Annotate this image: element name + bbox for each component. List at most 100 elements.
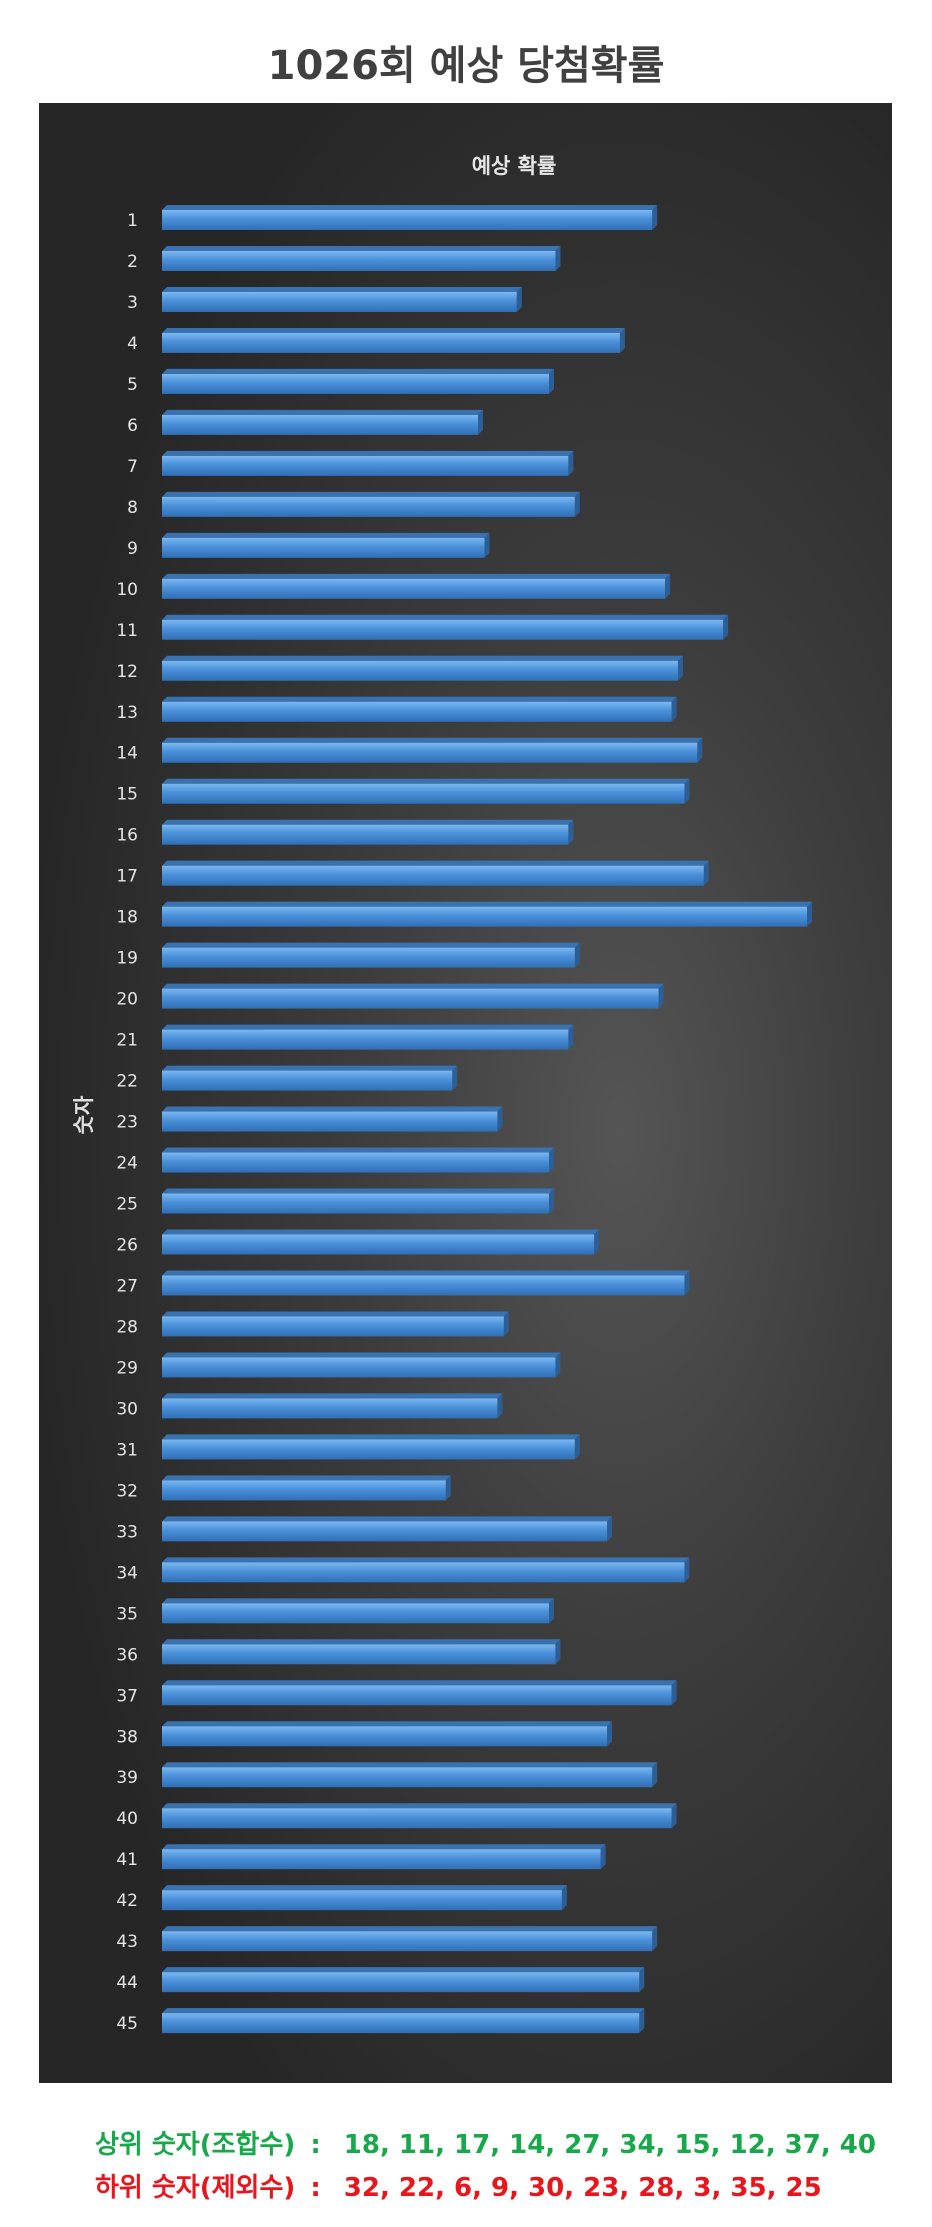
bar-side-face [561, 1885, 567, 1911]
bar-side-face [671, 1680, 677, 1706]
bar-top-face [162, 1352, 561, 1358]
bar-top-face [162, 737, 703, 743]
bar [162, 1024, 574, 1050]
bar-front-face [162, 619, 724, 640]
bar-top-face [162, 450, 574, 456]
bar-front-face [162, 824, 569, 845]
bar-side-face [607, 1516, 613, 1542]
bar [162, 286, 522, 312]
bar-side-face [445, 1475, 451, 1501]
y-tick-label: 43 [116, 1932, 138, 1952]
bar-top-face [162, 1147, 554, 1153]
y-tick-label: 27 [116, 1276, 138, 1296]
bar-top-face [162, 1188, 554, 1194]
bar-side-face [594, 1229, 600, 1255]
bar-front-face [162, 1316, 504, 1337]
y-tick-label: 34 [116, 1563, 138, 1583]
bar [162, 491, 580, 517]
bar-top-face [162, 573, 671, 579]
bar-front-face [162, 701, 672, 722]
y-tick-label: 11 [116, 621, 138, 641]
bar [162, 205, 658, 230]
bar-side-face [652, 1762, 658, 1788]
bar-side-face [452, 1065, 458, 1091]
bar [162, 1885, 567, 1911]
bar-side-face [574, 942, 580, 968]
bar-top-face [162, 1106, 503, 1112]
bar-side-face [671, 1803, 677, 1829]
bar-top-face [162, 1803, 677, 1809]
bar [162, 1516, 613, 1542]
bar-front-face [162, 1357, 556, 1378]
bar [162, 696, 677, 722]
bar-front-face [162, 988, 659, 1009]
bar-front-face [162, 1603, 549, 1624]
bar [162, 1270, 690, 1296]
bar-side-face [807, 901, 812, 927]
bar-top-face [162, 409, 484, 415]
bar [162, 1557, 690, 1583]
y-tick-label: 13 [116, 703, 138, 723]
bar-side-face [607, 1721, 613, 1747]
y-tick-label: 37 [116, 1686, 138, 1706]
bar-front-face [162, 1972, 640, 1993]
bar-front-face [162, 1767, 653, 1788]
bar-top-face [162, 778, 690, 784]
bar [162, 819, 574, 845]
y-tick-label: 15 [116, 785, 138, 805]
bar [162, 1434, 580, 1460]
bar [162, 1147, 554, 1173]
bar-front-face [162, 1849, 601, 1870]
page-title: 1026회 예상 당첨확률 [267, 43, 665, 89]
bar-top-face [162, 1844, 606, 1850]
bar-top-face [162, 245, 561, 251]
bar-side-face [678, 655, 683, 681]
bar-side-face [671, 696, 677, 722]
bar-side-face [652, 1926, 658, 1952]
y-tick-label: 29 [116, 1358, 138, 1378]
y-tick-label: 19 [116, 949, 138, 969]
bar-top-face [162, 286, 522, 292]
y-tick-label: 16 [116, 826, 138, 846]
y-tick-label: 20 [116, 990, 138, 1010]
bar-front-face [162, 1439, 575, 1460]
bar-side-face [574, 1434, 580, 1460]
bar-front-face [162, 373, 549, 394]
bar-front-face [162, 1931, 653, 1952]
bar-side-face [697, 737, 703, 763]
y-tick-label: 18 [116, 908, 138, 928]
bar [162, 409, 484, 435]
bar-side-face [484, 532, 490, 558]
bar [162, 778, 690, 804]
bar [162, 1680, 677, 1706]
y-tick-label: 4 [127, 334, 138, 354]
y-tick-label: 17 [116, 867, 138, 887]
y-tick-label: 8 [127, 498, 138, 518]
bar-front-face [162, 1152, 549, 1173]
bar-side-face [497, 1393, 503, 1419]
bar [162, 1639, 561, 1665]
bar-side-face [568, 819, 574, 845]
y-tick-label: 31 [116, 1440, 138, 1460]
bar-top-face [162, 901, 812, 907]
bar-top-face [162, 1885, 567, 1891]
bar-side-face [652, 205, 658, 230]
bottom-numbers-label: 하위 숫자(제외수) [95, 2173, 296, 2203]
bar-front-face [162, 906, 807, 927]
bar-side-face [703, 860, 709, 886]
y-tick-label: 24 [116, 1154, 138, 1174]
probability-bar-chart: 예상 확률 숫자 1234567891011121314151617181920… [72, 154, 812, 2034]
bar-front-face [162, 2013, 640, 2034]
bar-top-face [162, 205, 658, 210]
bottom-numbers-separator: : [310, 2173, 321, 2203]
bar-front-face [162, 1685, 672, 1706]
bar-side-face [549, 368, 554, 394]
bar-side-face [639, 1967, 645, 1993]
y-tick-label: 3 [127, 293, 138, 313]
bar-top-face [162, 1762, 658, 1768]
bar-side-face [574, 491, 580, 517]
bar [162, 327, 625, 353]
y-axis-label: 숫자 [72, 1095, 96, 1134]
bar-top-face [162, 983, 664, 989]
y-tick-label: 7 [127, 457, 138, 477]
